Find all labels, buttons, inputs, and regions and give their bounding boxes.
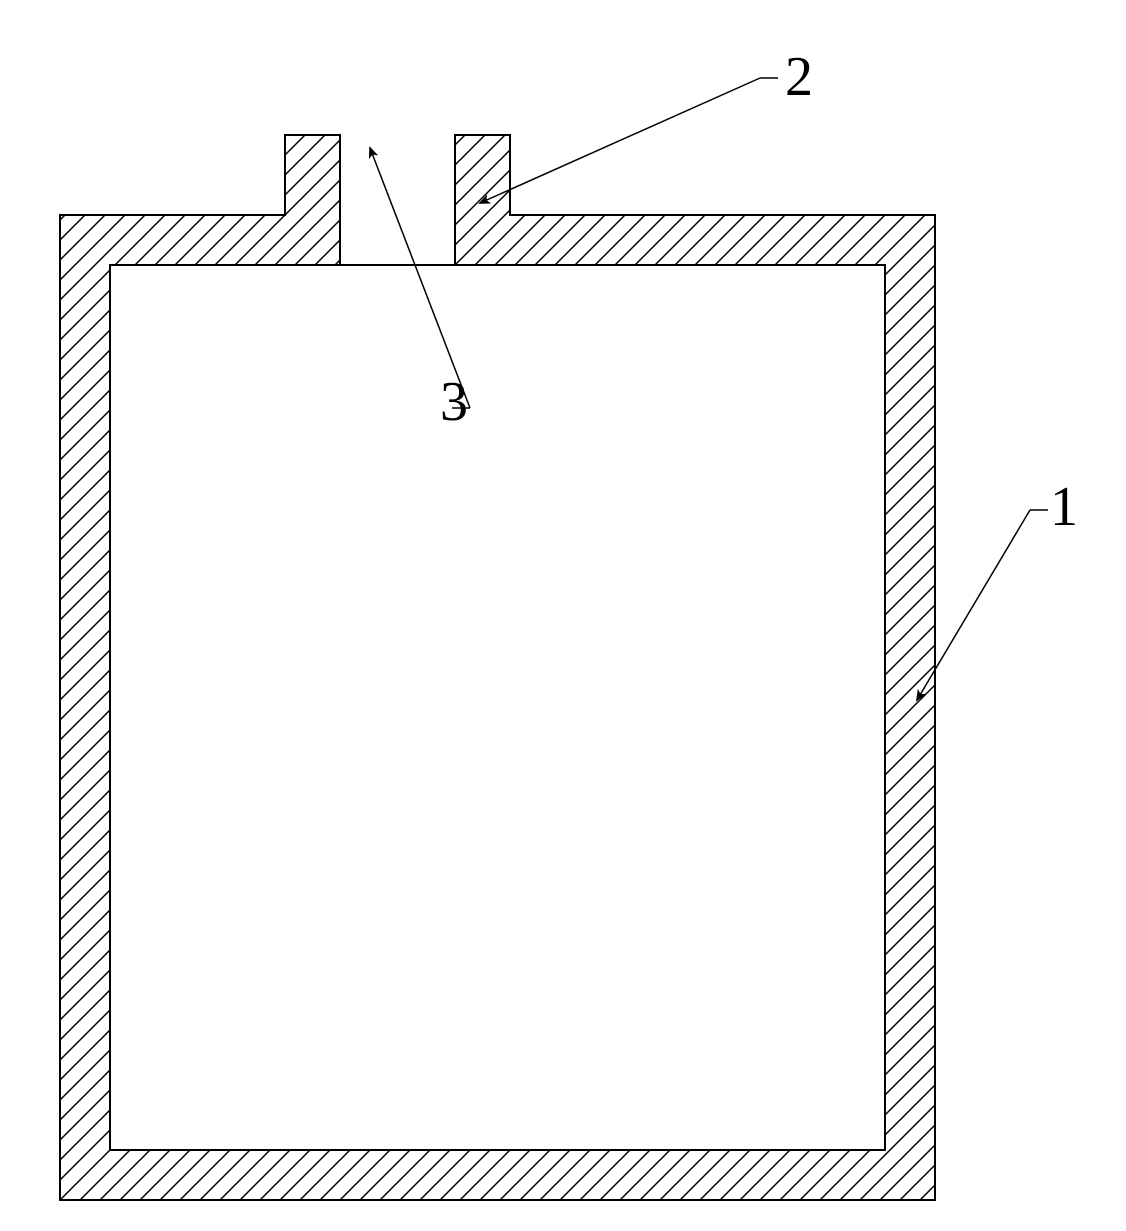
vessel-wall	[60, 135, 935, 1200]
leader-line-2	[480, 78, 760, 203]
diagram-canvas	[0, 0, 1126, 1231]
label-2: 2	[785, 45, 813, 109]
vessel-cross-section	[60, 135, 935, 1200]
label-1: 1	[1050, 475, 1078, 539]
label-3: 3	[440, 370, 468, 434]
